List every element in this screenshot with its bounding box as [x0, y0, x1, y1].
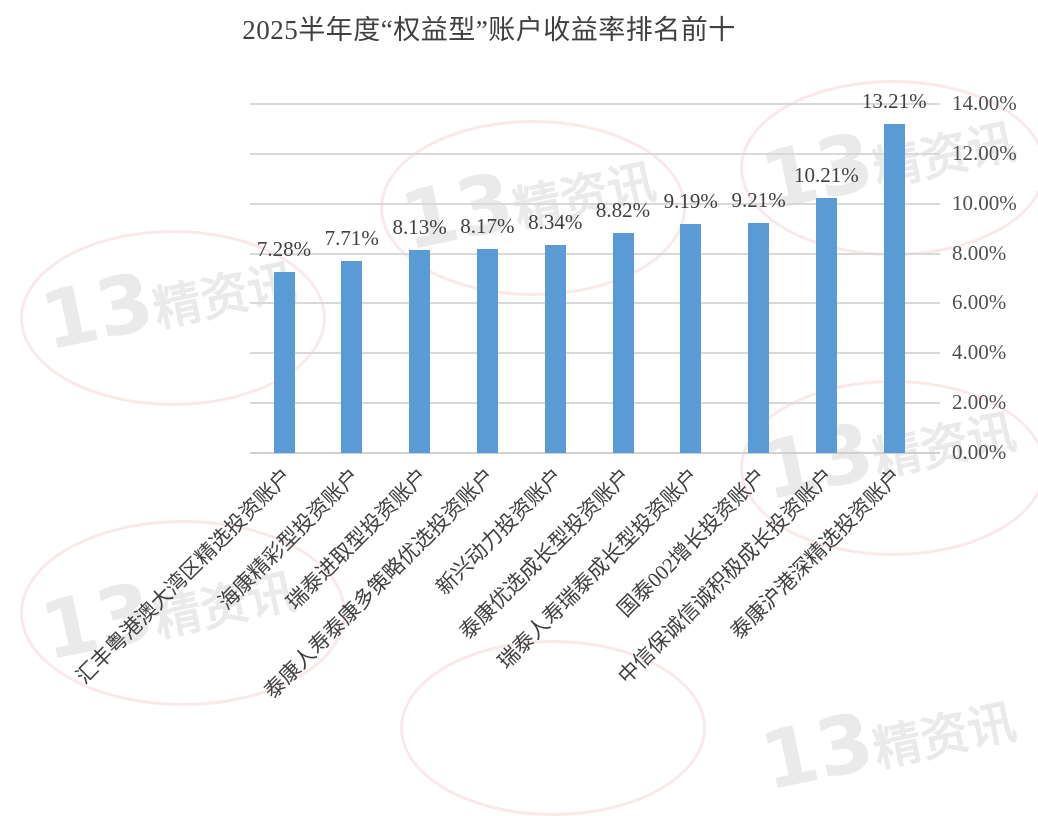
data-label: 8.13%	[392, 215, 447, 240]
y-tick-label: 10.00%	[952, 190, 1017, 215]
data-label: 9.19%	[663, 188, 718, 213]
y-tick-label: 4.00%	[952, 340, 1007, 365]
data-label: 7.28%	[256, 236, 312, 261]
data-label: 9.21%	[731, 188, 786, 213]
y-tick-label: 2.00%	[952, 390, 1007, 415]
y-tick-label: 8.00%	[952, 240, 1007, 265]
bar	[409, 250, 431, 453]
y-tick-label: 6.00%	[952, 290, 1007, 315]
bar	[273, 271, 295, 453]
data-label: 10.21%	[794, 163, 859, 188]
bar	[883, 123, 905, 453]
gridline	[250, 202, 940, 205]
y-tick-label: 12.00%	[952, 140, 1017, 165]
gridline	[250, 103, 940, 105]
bar	[748, 223, 770, 453]
chart-title: 2025半年度“权益型”账户收益率排名前十	[242, 15, 736, 45]
y-tick-label: 0.00%	[952, 440, 1007, 464]
data-label: 7.71%	[324, 225, 379, 250]
bar	[544, 245, 566, 453]
data-label: 8.82%	[595, 198, 651, 223]
bar	[341, 260, 363, 453]
bar	[612, 233, 634, 453]
data-label: 13.21%	[861, 88, 927, 113]
bar	[815, 198, 837, 453]
gridline	[250, 402, 940, 405]
watermark-ring	[400, 640, 706, 816]
data-label: 8.34%	[528, 210, 583, 235]
data-label: 8.17%	[460, 214, 515, 239]
bar	[680, 223, 702, 453]
gridline	[250, 252, 940, 255]
x-category-label: 新兴动力投资账户	[431, 463, 568, 600]
bar	[476, 249, 498, 453]
gridline	[250, 352, 940, 355]
watermark-logo: 13精资讯	[753, 693, 1021, 809]
x-axis-line	[250, 452, 940, 454]
gridline	[250, 302, 940, 305]
gridline	[250, 152, 940, 155]
y-tick-label: 14.00%	[952, 91, 1017, 115]
